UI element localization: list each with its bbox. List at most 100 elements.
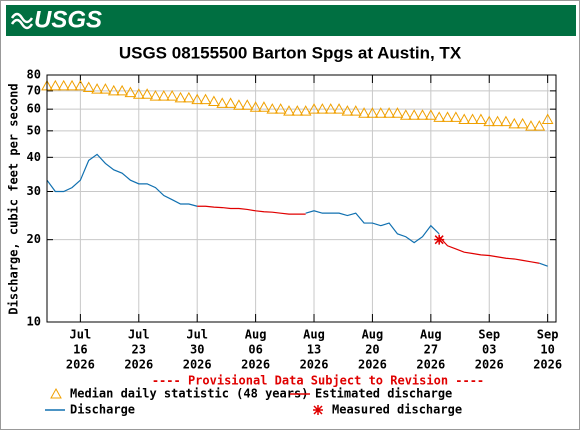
- x-tick-label: 27: [424, 343, 438, 357]
- x-tick-label: Sep: [478, 328, 500, 342]
- triangle-marker: [216, 97, 229, 108]
- legend-swatch: [50, 387, 62, 399]
- triangle-marker: [233, 99, 245, 110]
- logo-waves: [10, 12, 34, 30]
- triangle-marker: [49, 79, 62, 91]
- x-tick-label: Aug: [362, 328, 384, 342]
- triangle-marker: [91, 83, 103, 94]
- triangle-marker: [132, 88, 145, 99]
- x-tick-label: 2026: [241, 358, 270, 372]
- x-tick-label: Jul: [128, 328, 150, 342]
- triangle-marker: [358, 107, 370, 118]
- triangle-marker: [191, 93, 204, 105]
- y-tick-label: 30: [27, 184, 41, 198]
- triangle-marker: [124, 86, 137, 98]
- x-tick-label: Aug: [303, 328, 325, 342]
- triangle-marker: [74, 79, 87, 91]
- triangle-marker: [366, 107, 379, 118]
- triangle-marker: [450, 111, 462, 122]
- triangle-marker: [374, 107, 387, 118]
- triangle-marker: [533, 120, 546, 131]
- data-line: [197, 205, 540, 264]
- triangle-marker: [166, 90, 179, 101]
- x-tick-label: 16: [73, 343, 87, 357]
- y-tick-label: 60: [27, 102, 41, 116]
- legend-label: Discharge: [70, 403, 135, 417]
- x-tick-label: Sep: [537, 328, 559, 342]
- y-tick-label: 50: [27, 123, 41, 137]
- x-tick-label: Jul: [70, 328, 92, 342]
- legend-label: Median daily statistic (48 years): [70, 387, 308, 401]
- triangle-marker: [157, 90, 170, 101]
- triangle-marker: [199, 93, 212, 105]
- triangle-marker: [500, 115, 512, 127]
- star-marker: [434, 234, 445, 245]
- x-tick-label: 2026: [124, 358, 153, 372]
- x-tick-label: 13: [307, 343, 321, 357]
- triangle-marker: [107, 84, 120, 96]
- x-tick-label: 2026: [416, 358, 445, 372]
- y-tick-label: 80: [27, 68, 41, 82]
- triangle-marker: [116, 84, 128, 96]
- legend-label: Estimated discharge: [315, 387, 452, 401]
- provisional-note: ---- Provisional Data Subject to Revisio…: [152, 374, 484, 388]
- triangle-marker: [141, 88, 153, 99]
- x-tick-label: Jul: [186, 328, 208, 342]
- triangle-marker: [66, 79, 78, 91]
- x-tick-label: 2026: [66, 358, 95, 372]
- triangle-marker: [383, 107, 395, 118]
- x-tick-label: 03: [482, 343, 496, 357]
- y-tick-label: 20: [27, 232, 41, 246]
- triangle-marker: [99, 83, 112, 94]
- logo-text: USGS: [34, 6, 102, 33]
- y-tick-label: 40: [27, 150, 41, 164]
- triangle-marker: [224, 97, 237, 108]
- triangle-marker: [399, 109, 412, 120]
- triangle-marker: [174, 91, 187, 103]
- x-tick-label: 2026: [183, 358, 212, 372]
- triangle-marker: [508, 117, 521, 129]
- triangle-marker: [208, 95, 220, 107]
- triangle-marker: [516, 117, 529, 129]
- x-tick-label: 20: [365, 343, 379, 357]
- triangle-marker: [424, 109, 437, 120]
- data-line: [46, 153, 548, 267]
- triangle-marker: [149, 90, 162, 101]
- plot-frame: [46, 74, 557, 323]
- triangle-marker: [391, 107, 404, 118]
- y-tick-label: 10: [27, 315, 41, 329]
- x-tick-label: 30: [190, 343, 204, 357]
- triangle-marker: [416, 109, 429, 120]
- x-tick-label: 2026: [533, 358, 562, 372]
- triangle-marker: [266, 103, 279, 114]
- x-tick-label: Aug: [420, 328, 442, 342]
- x-tick-label: 23: [132, 343, 146, 357]
- header-bar: [6, 5, 576, 36]
- x-tick-label: 2026: [358, 358, 387, 372]
- x-tick-label: 10: [540, 343, 554, 357]
- triangle-marker: [308, 103, 320, 114]
- legend-label: Measured discharge: [332, 403, 462, 417]
- chart-title: USGS 08155500 Barton Spgs at Austin, TX: [119, 43, 462, 62]
- triangle-marker: [183, 91, 195, 103]
- triangle-marker: [258, 101, 270, 112]
- x-tick-label: 2026: [300, 358, 329, 372]
- triangle-marker: [441, 111, 454, 122]
- triangle-marker: [333, 103, 345, 114]
- triangle-marker: [57, 79, 70, 91]
- triangle-marker: [274, 103, 287, 114]
- triangle-marker: [525, 120, 537, 131]
- triangle-marker: [291, 105, 304, 116]
- triangle-marker: [458, 113, 471, 125]
- triangle-marker: [408, 109, 420, 120]
- triangle-marker: [324, 103, 337, 114]
- triangle-marker: [82, 81, 95, 93]
- triangle-marker: [341, 105, 354, 116]
- triangle-marker: [349, 105, 362, 116]
- triangle-marker: [475, 113, 487, 125]
- triangle-marker: [249, 101, 262, 112]
- x-tick-label: 06: [248, 343, 262, 357]
